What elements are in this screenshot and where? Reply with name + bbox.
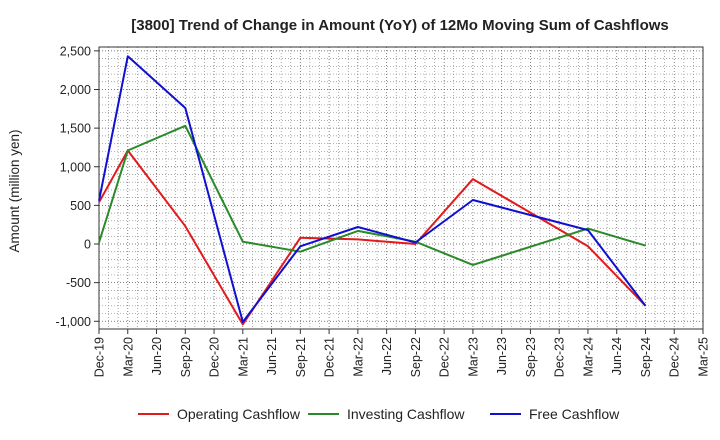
grid-lines (98, 47, 704, 330)
plot-frame (98, 46, 704, 330)
x-tick-label: Mar-21 (236, 337, 250, 377)
x-tick-label: Dec-23 (553, 337, 567, 377)
y-tick-label: 2,500 (60, 44, 91, 58)
legend-label-free-cashflow: Free Cashflow (529, 406, 620, 422)
y-tick-label: 1,000 (60, 160, 91, 174)
legend-label-operating-cashflow: Operating Cashflow (177, 406, 301, 422)
x-tick-label: Jun-23 (495, 337, 509, 375)
series-line-operating-cashflow (98, 149, 647, 326)
y-tick-label: -1,000 (56, 315, 91, 329)
y-tick-label: 2,000 (60, 83, 91, 97)
x-tick-label: Sep-24 (639, 337, 653, 377)
x-tick-label: Mar-24 (581, 337, 595, 377)
x-tick-label: Jun-24 (610, 337, 624, 375)
x-tick-label: Jun-20 (150, 337, 164, 375)
y-tick-label: 1,500 (60, 122, 91, 136)
x-tick-label: Sep-20 (179, 337, 193, 377)
y-tick-label: 0 (84, 238, 91, 252)
x-tick-label: Mar-20 (121, 337, 135, 377)
x-tick-label: Dec-24 (668, 337, 682, 377)
x-tick-label: Sep-22 (409, 337, 423, 377)
x-tick-label: Sep-23 (524, 337, 538, 377)
y-tick-label: -500 (66, 276, 91, 290)
x-tick-label: Jun-22 (380, 337, 394, 375)
legend: Operating Cashflow Investing Cashflow Free… (138, 406, 620, 422)
series-line-free-cashflow (98, 55, 647, 323)
series-lines (98, 55, 647, 326)
x-tick-label: Mar-23 (466, 337, 480, 377)
x-tick-label: Dec-19 (93, 337, 107, 377)
x-tick-label: Dec-21 (323, 337, 337, 377)
series-line-investing-cashflow (98, 124, 646, 266)
x-tick-label: Dec-20 (208, 337, 222, 377)
legend-label-investing-cashflow: Investing Cashflow (347, 406, 465, 422)
chart-title: [3800] Trend of Change in Amount (YoY) o… (131, 17, 669, 34)
x-tick-label: Mar-22 (351, 337, 365, 377)
y-tick-label: 500 (70, 199, 91, 213)
y-axis-title: Amount (million yen) (7, 129, 22, 252)
plot-area (99, 47, 703, 329)
axes: -1,000 -500 0 500 1,000 1,500 2,000 2,500 Dec-19… (56, 44, 711, 377)
x-tick-label: Jun-21 (265, 337, 279, 375)
x-tick-label: Sep-21 (294, 337, 308, 377)
x-tick-label: Dec-22 (438, 337, 452, 377)
x-tick-label: Mar-25 (697, 337, 711, 377)
